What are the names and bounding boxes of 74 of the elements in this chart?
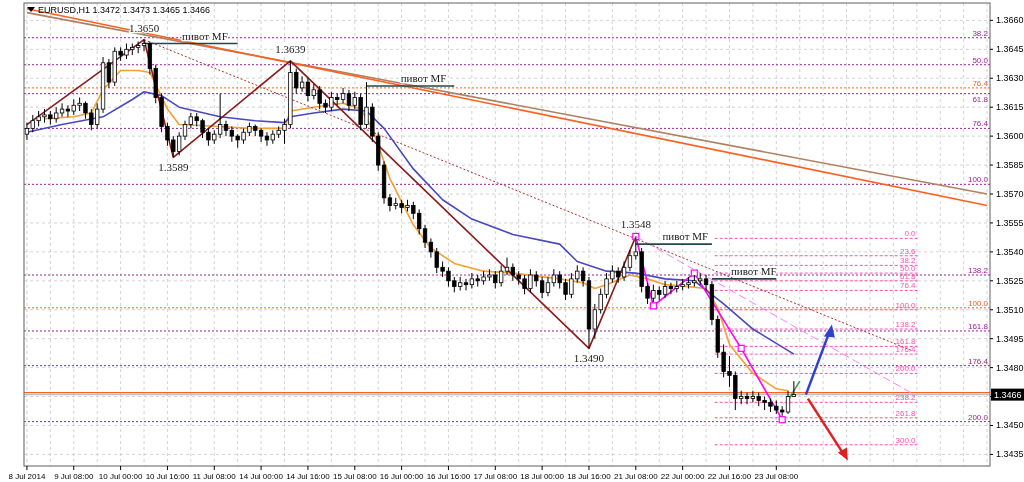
chart-title: EURUSD,H1 1.3472 1.3473 1.3465 1.3466 [38,5,211,15]
x-tick-label: 21 Jul 08:00 [614,472,659,481]
y-tick-label: 1.3600 [996,131,1024,142]
y-tick-label: 1.3615 [996,102,1024,113]
annotation: 76.4 [972,119,989,129]
y-tick-label: 1.3585 [996,160,1024,171]
annotation: 300.0 [895,435,917,445]
x-tick-label: 18 Jul 16:00 [567,472,612,481]
y-tick-label: 1.3480 [996,362,1024,373]
annotation: 200.0 [895,364,917,374]
annotation: 50.0 [899,264,917,274]
annotation: 61.8 [899,271,917,281]
annotation: 161.8 [967,321,989,331]
annotation: 61.8 [972,94,989,104]
annotation: 1.3650 [128,21,160,34]
x-tick-label: 8 Jul 2014 [8,472,46,481]
annotation: 76.4 [972,78,989,88]
x-tick-label: 14 Jul 16:00 [286,472,331,481]
x-tick-label: 10 Jul 00:00 [98,472,143,481]
x-tick-label: 17 Jul 08:00 [473,472,518,481]
annotation: 238.2 [895,393,917,403]
y-tick-label: 1.3510 [996,304,1024,315]
x-tick-label: 9 Jul 08:00 [54,472,94,481]
annotation: 138.2 [967,266,989,276]
point [690,269,698,277]
annotation: 38.2 [899,256,917,266]
y-tick-label: 1.3660 [996,15,1024,26]
annotation: 176.4 [967,356,989,366]
annotation: пивот MF [730,264,777,277]
y-tick-label: 1.3525 [996,275,1024,286]
x-tick-label: 22 Jul 00:00 [660,472,705,481]
x-tick-label: 16 Jul 00:00 [379,472,424,481]
annotation: 38.2 [972,28,989,38]
annotation: 1.3639 [275,42,307,55]
y-tick-label: 1.3435 [996,449,1024,460]
annotation: 200.0 [967,412,989,422]
y-tick-label: 1.3570 [996,188,1024,199]
y-tick-label: 1.3555 [996,217,1024,228]
point [737,344,745,352]
annotation: пивот MF [400,71,447,84]
y-tick-label: 1.3495 [996,333,1024,344]
annotation: 100.0 [967,298,989,308]
y-tick-label: 1.3630 [996,73,1024,84]
x-tick-label: 14 Jul 00:00 [239,472,284,481]
annotation: 1.3548 [620,218,652,231]
annotation: 1.3589 [158,161,189,174]
x-tick-label: 10 Jul 16:00 [145,472,190,481]
annotation: 100.0 [895,300,917,310]
y-tick-label: 1.3450 [996,420,1024,431]
annotation: 261.8 [895,408,917,418]
ref-line-label: 1.3466 [994,389,1022,400]
y-tick-label: 1.3645 [996,44,1024,55]
y-tick-label: 1.3540 [996,246,1024,257]
x-tick-label: 18 Jul 00:00 [520,472,565,481]
x-tick-label: 16 Jul 16:00 [426,472,471,481]
annotation: 76.4 [899,281,917,291]
x-tick-label: 23 Jul 08:00 [754,472,799,481]
annotation: 0.0 [904,229,917,239]
line-series [43,69,789,392]
annotation: 50.0 [972,55,989,65]
annotation: 161.8 [895,337,917,347]
x-tick-label: 11 Jul 08:00 [192,472,237,481]
point [649,302,657,310]
annotation: пивот MF [182,29,228,42]
annotation: 138.2 [895,320,917,330]
annotation: 23.6 [899,246,917,256]
line-series [26,90,795,355]
point [778,416,786,424]
x-tick-label: 15 Jul 08:00 [332,472,378,481]
x-tick-label: 22 Jul 16:00 [707,472,752,481]
annotation: пивот MF [662,230,709,243]
annotation: 176.4 [895,345,917,355]
annotation: 1.3490 [573,352,605,365]
annotation: 100.0 [967,175,989,185]
